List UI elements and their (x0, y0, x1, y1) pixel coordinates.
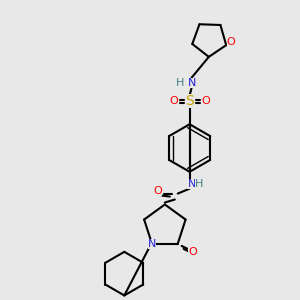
Text: O: O (154, 186, 162, 196)
Text: O: O (188, 247, 197, 257)
Text: O: O (227, 37, 236, 47)
Text: N: N (188, 179, 196, 189)
Text: N: N (148, 239, 156, 249)
Text: O: O (201, 97, 210, 106)
Text: N: N (188, 78, 196, 88)
Text: O: O (169, 97, 178, 106)
Text: H: H (195, 179, 204, 189)
Text: S: S (185, 94, 194, 109)
Text: H: H (176, 78, 185, 88)
